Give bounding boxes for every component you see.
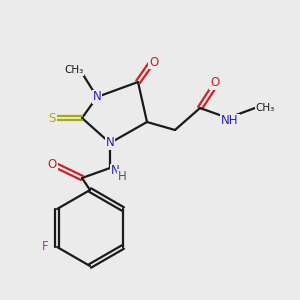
Text: H: H [118, 169, 126, 182]
Text: N: N [93, 91, 101, 103]
Text: O: O [210, 76, 220, 89]
Text: N: N [111, 164, 119, 178]
Text: NH: NH [221, 115, 239, 128]
Text: CH₃: CH₃ [64, 65, 84, 75]
Text: O: O [47, 158, 57, 172]
Text: CH₃: CH₃ [255, 103, 274, 113]
Text: N: N [106, 136, 114, 149]
Text: F: F [42, 241, 48, 254]
Text: O: O [149, 56, 159, 68]
Text: S: S [48, 112, 56, 124]
